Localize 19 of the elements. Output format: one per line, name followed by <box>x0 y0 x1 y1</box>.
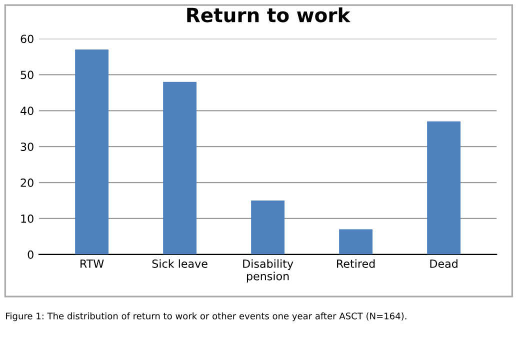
bar <box>163 82 197 254</box>
y-tick-label: 20 <box>20 178 34 187</box>
y-tick-label: 30 <box>20 142 34 151</box>
caption: Figure 1: The distribution of return to work or other events one year after ASCT (N=164). <box>6 312 406 322</box>
bar <box>251 200 285 254</box>
x-tick-label: Dead <box>430 259 458 268</box>
x-tick-label: RTW <box>80 260 104 268</box>
x-tick-label: Sick leave <box>152 259 208 268</box>
bar <box>75 50 109 254</box>
y-tick-label: 40 <box>20 106 34 116</box>
y-tick-label: 10 <box>21 214 34 223</box>
bar <box>339 229 373 254</box>
y-tick-label: 0 <box>28 250 34 259</box>
x-tick-label: Disability pension <box>243 259 294 282</box>
y-tick-label: 60 <box>20 34 34 44</box>
x-tick-label: Retired <box>337 259 375 268</box>
bar <box>427 121 461 254</box>
chart-title: Return to work <box>187 7 351 22</box>
y-tick-label: 50 <box>20 70 34 80</box>
